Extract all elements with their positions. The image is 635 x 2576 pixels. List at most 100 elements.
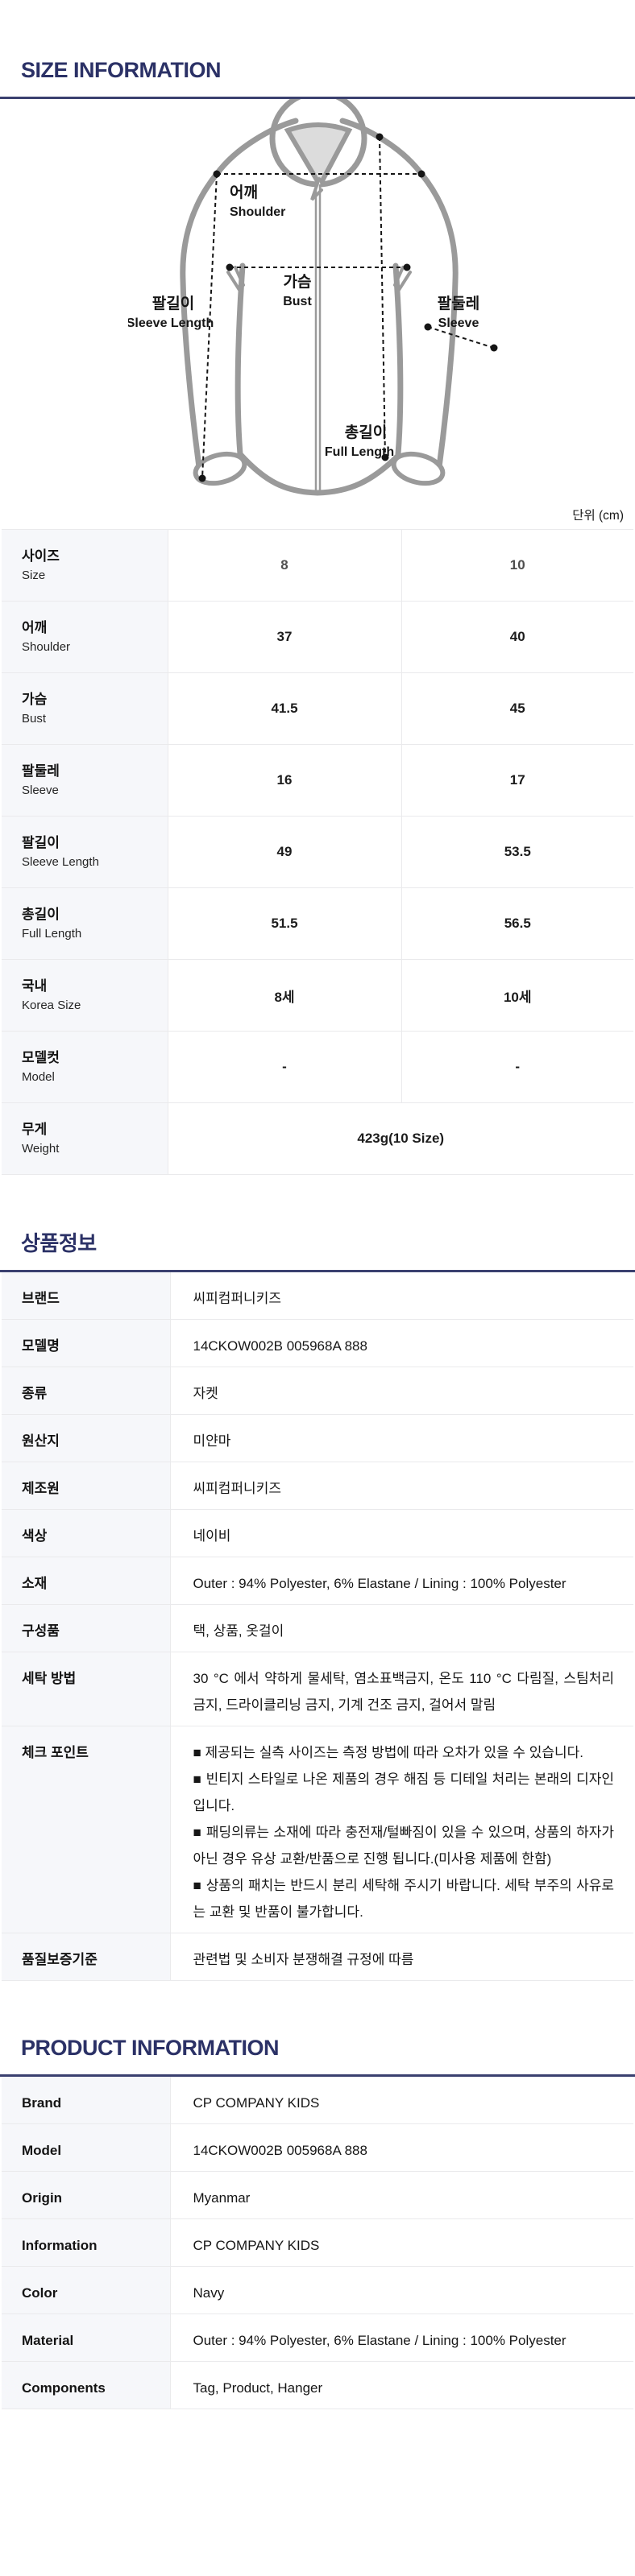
row-label: 체크 포인트 [2,1726,171,1933]
row-label: 품질보증기준 [2,1933,171,1981]
table-row: 모델컷 Model - - [2,1031,633,1103]
row-label: 총길이 Full Length [2,887,168,960]
row-label-en: Sleeve Length [22,854,99,869]
zipper [314,184,322,493]
measurement-dots [198,133,498,482]
cell-value: 미얀마 [170,1414,633,1462]
table-row: 소재 Outer : 94% Polyester, 6% Elastane / … [2,1557,633,1605]
cell-value: 41.5 [168,672,402,745]
weight-value: 423g(10 Size) [168,1102,633,1175]
row-label: 브랜드 [2,1272,171,1320]
row-label: 제조원 [2,1462,171,1510]
row-label-ko: 팔길이 [22,834,60,850]
table-row: Information CP COMPANY KIDS [2,2218,633,2267]
product-info-kr-table: 브랜드 씨피컴퍼니키즈 모델명 14CKOW002B 005968A 888 종… [2,1272,633,1981]
row-label-en: Bust [22,711,47,726]
row-label: 모델컷 Model [2,1031,168,1103]
check-point-bullet: ■ 패딩의류는 소재에 따라 충전재/털빠짐이 있을 수 있으며, 상품의 하자… [193,1825,615,1867]
cell-value: Navy [170,2266,633,2314]
size-col-10: 10 [401,529,633,602]
full-length-measure-line [379,136,386,458]
cell-value: 17 [401,744,633,817]
row-label-ko: 사이즈 [22,548,60,564]
table-row: 가슴 Bust 41.5 45 [2,672,633,745]
jacket-diagram-svg: 어깨 Shoulder 가슴 Bust 팔길이 Sleeve Length 팔둘… [128,99,498,496]
row-label: 가슴 Bust [2,672,168,745]
cell-value: 49 [168,816,402,888]
cell-value: 14CKOW002B 005968A 888 [170,2123,633,2172]
row-label-en: Sleeve [22,783,59,797]
table-row: 구성품 택, 상품, 옷걸이 [2,1604,633,1652]
cell-value: 51.5 [168,887,402,960]
weight-row: 무게 Weight 423g(10 Size) [2,1102,633,1175]
row-label-en: Model [22,1069,55,1084]
cell-value: 56.5 [401,887,633,960]
size-information-title: SIZE INFORMATION [21,58,222,82]
row-label-ko: 어깨 [22,619,48,635]
cell-value: 53.5 [401,816,633,888]
size-title-rule [0,97,635,99]
row-label: 소재 [2,1557,171,1605]
row-label: Material [2,2313,171,2362]
table-row: 어깨 Shoulder 37 40 [2,601,633,673]
table-row: 국내 Korea Size 8세 10세 [2,959,633,1032]
right-sleeve-inner [392,263,404,457]
row-label-en: Korea Size [22,998,81,1012]
product-info-en-rule [0,2074,635,2077]
row-label: Model [2,2123,171,2172]
bottom-spacer [0,2409,635,2466]
row-label: 모델명 [2,1319,171,1367]
cell-value: 자켓 [170,1367,633,1415]
diagram-sleeve-label-ko: 팔둘레 [438,295,479,312]
sleeve-length-measure-line [201,173,218,479]
row-label: 세탁 방법 [2,1652,171,1726]
check-point-bullet: ■ 빈티지 스타일로 나온 제품의 경우 해짐 등 디테일 처리는 본래의 디자… [193,1772,615,1813]
cell-value: Outer : 94% Polyester, 6% Elastane / Lin… [170,2313,633,2362]
row-label: Color [2,2266,171,2314]
table-row: 원산지 미얀마 [2,1414,633,1462]
table-row: 모델명 14CKOW002B 005968A 888 [2,1319,633,1367]
check-point-bullet: ■ 제공되는 실측 사이즈는 측정 방법에 따라 오차가 있을 수 있습니다. [193,1745,584,1760]
cell-value: 37 [168,601,402,673]
cell-value: Tag, Product, Hanger [170,2361,633,2409]
diagram-bust-label-ko: 가슴 [284,273,312,291]
cell-value: 네이비 [170,1509,633,1557]
diagram-sleeve-length-label-en: Sleeve Length [128,316,214,330]
row-label-ko: 무게 [22,1121,48,1137]
table-row: 브랜드 씨피컴퍼니키즈 [2,1272,633,1320]
row-label: 팔둘레 Sleeve [2,744,168,817]
cell-value: Outer : 94% Polyester, 6% Elastane / Lin… [170,1557,633,1605]
row-label-en: Shoulder [22,639,71,654]
row-label: 어깨 Shoulder [2,601,168,673]
table-row: 색상 네이비 [2,1509,633,1557]
product-info-kr-rule [0,1270,635,1272]
table-row: 종류 자켓 [2,1367,633,1415]
row-label: Origin [2,2171,171,2219]
cell-value: 씨피컴퍼니키즈 [170,1462,633,1510]
jacket-size-diagram: 어깨 Shoulder 가슴 Bust 팔길이 Sleeve Length 팔둘… [0,99,635,508]
row-label-en: Full Length [22,926,82,941]
cell-value: 45 [401,672,633,745]
row-label-ko: 팔둘레 [22,763,60,779]
quality-row: 품질보증기준 관련법 및 소비자 분쟁해결 규정에 따름 [2,1933,633,1981]
table-row: 세탁 방법 30 °C 에서 약하게 물세탁, 염소표백금지, 온도 110 °… [2,1652,633,1726]
cell-value: 40 [401,601,633,673]
row-label: Brand [2,2077,171,2124]
diagram-full-length-label-ko: 총길이 [345,424,387,441]
right-shoulder [339,118,425,177]
table-row: 제조원 씨피컴퍼니키즈 [2,1462,633,1510]
check-point-bullet: ■ 상품의 패치는 반드시 분리 세탁해 주시기 바랍니다. 세탁 부주의 사유… [193,1878,615,1920]
row-label: 원산지 [2,1414,171,1462]
product-info-kr-title: 상품정보 [21,1231,97,1255]
table-row: Brand CP COMPANY KIDS [2,2077,633,2124]
cell-value: 10세 [401,959,633,1032]
left-sleeve-inner [234,263,246,457]
product-info-en-table: Brand CP COMPANY KIDS Model 14CKOW002B 0… [2,2077,633,2409]
cell-value: CP COMPANY KIDS [170,2218,633,2267]
row-label-ko: 모델컷 [22,1049,60,1065]
table-row: Color Navy [2,2266,633,2314]
row-label-en: Size [22,568,46,582]
cell-value: 30 °C 에서 약하게 물세탁, 염소표백금지, 온도 110 °C 다림질,… [170,1652,633,1726]
row-label-en: Weight [22,1141,60,1156]
jacket-outline [180,99,459,496]
